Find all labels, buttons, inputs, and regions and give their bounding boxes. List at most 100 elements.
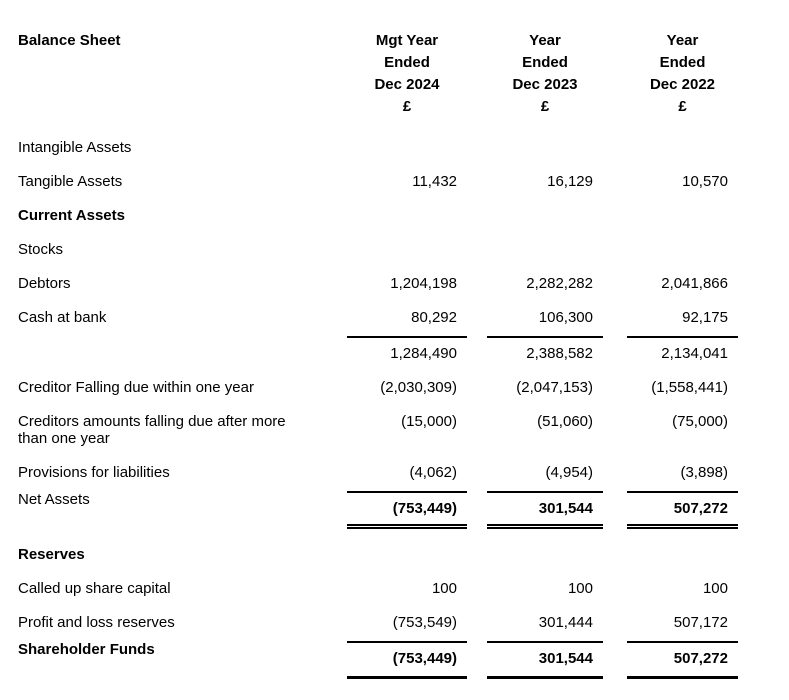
column-header-line: Dec 2024 — [374, 76, 440, 93]
value-cell: (753,449) — [347, 639, 467, 687]
column-header-line: Ended — [522, 54, 568, 71]
value-cell: 2,134,041 — [627, 334, 738, 370]
column-gap — [603, 266, 627, 300]
column-gap — [467, 130, 487, 164]
value-cell: (4,954) — [487, 455, 603, 489]
cell-value: 11,432 — [412, 173, 457, 190]
cell-value — [487, 241, 603, 258]
currency-symbol: £ — [402, 98, 412, 115]
column-header-line: Ended — [659, 54, 706, 71]
value-cell: (4,062) — [347, 455, 467, 489]
value-cell: 100 — [627, 571, 738, 605]
value-cell: 106,300 — [487, 300, 603, 334]
value-cell — [347, 232, 467, 266]
value-cell — [627, 537, 738, 571]
table-row: Reserves — [18, 537, 738, 571]
column-gap — [467, 370, 487, 404]
cell-value: 92,175 — [682, 309, 728, 326]
column-gap — [467, 198, 487, 232]
cell-value: 2,388,582 — [487, 336, 603, 362]
cell-value: (1,558,441) — [651, 379, 728, 396]
cell-value — [627, 241, 738, 258]
table-body: Intangible Assets Tangible Assets 11,432 16… — [18, 130, 738, 687]
cell-value: 100 — [567, 580, 593, 597]
column-gap — [603, 130, 627, 164]
column-gap — [603, 164, 627, 198]
table-row: 1,284,490 2,388,582 2,134,041 — [18, 334, 738, 370]
row-label: Stocks — [18, 241, 64, 258]
cell-value: 100 — [431, 580, 457, 597]
value-cell: (753,449) — [347, 489, 467, 537]
table-row: Stocks — [18, 232, 738, 266]
column-gap — [603, 198, 627, 232]
row-label: Tangible Assets — [18, 173, 123, 190]
column-gap — [603, 639, 627, 687]
column-header-line: Mgt Year — [375, 32, 439, 49]
value-cell: 2,388,582 — [487, 334, 603, 370]
cell-value: (75,000) — [672, 413, 728, 430]
cell-value — [627, 139, 738, 156]
column-gap — [603, 537, 627, 571]
currency-symbol: £ — [678, 98, 687, 115]
value-cell — [347, 537, 467, 571]
cell-value: 2,134,041 — [627, 336, 738, 362]
value-cell: 1,204,198 — [347, 266, 467, 300]
cell-value: (4,954) — [545, 464, 593, 481]
table-row: Shareholder Funds (753,449) 301,544 507,272 — [18, 639, 738, 687]
column-gap — [603, 605, 627, 639]
column-gap — [603, 455, 627, 489]
value-cell: (15,000) — [347, 404, 467, 455]
table-row: Creditors amounts falling due after more… — [18, 404, 738, 455]
cell-value: 301,444 — [538, 614, 593, 631]
value-cell — [347, 130, 467, 164]
cell-value: (2,030,309) — [380, 379, 457, 396]
cell-value — [627, 546, 738, 563]
table-row: Called up share capital 100 100 100 — [18, 571, 738, 605]
value-cell: 10,570 — [627, 164, 738, 198]
value-cell — [487, 198, 603, 232]
cell-value: 1,204,198 — [390, 275, 457, 292]
value-cell: 301,544 — [487, 489, 603, 537]
value-cell: 2,282,282 — [487, 266, 603, 300]
cell-value: 80,292 — [411, 309, 457, 326]
row-label: Profit and loss reserves — [18, 614, 175, 631]
value-cell: 301,544 — [487, 639, 603, 687]
cell-value: (753,449) — [347, 641, 467, 679]
cell-value: 1,284,490 — [347, 336, 467, 362]
value-cell: 80,292 — [347, 300, 467, 334]
value-cell: 11,432 — [347, 164, 467, 198]
column-gap — [603, 334, 627, 370]
column-gap — [467, 571, 487, 605]
cell-value — [487, 207, 603, 224]
column-gap — [603, 404, 627, 455]
value-cell: 92,175 — [627, 300, 738, 334]
value-cell: 1,284,490 — [347, 334, 467, 370]
column-gap — [467, 334, 487, 370]
value-cell — [487, 537, 603, 571]
table-row: Tangible Assets 11,432 16,129 10,570 — [18, 164, 738, 198]
cell-value: 16,129 — [547, 173, 593, 190]
value-cell: (753,549) — [347, 605, 467, 639]
table-row: Profit and loss reserves (753,549) 301,444… — [18, 605, 738, 639]
column-gap — [603, 300, 627, 334]
cell-value: (15,000) — [401, 413, 457, 430]
cell-value: (2,047,153) — [516, 379, 593, 396]
row-label: Reserves — [18, 546, 85, 563]
column-gap — [467, 266, 487, 300]
column-header-line: Year — [529, 32, 561, 49]
row-label: Shareholder Funds — [18, 641, 155, 658]
column-gap — [467, 455, 487, 489]
page-title: Balance Sheet — [18, 32, 121, 49]
value-cell: 100 — [487, 571, 603, 605]
table-row: Creditor Falling due within one year (2,0… — [18, 370, 738, 404]
value-cell: 16,129 — [487, 164, 603, 198]
cell-value: 10,570 — [682, 173, 728, 190]
column-gap — [467, 30, 487, 130]
column-gap — [467, 537, 487, 571]
column-gap — [603, 30, 627, 130]
column-header-year-2022: Year Ended Dec 2022 £ — [627, 30, 738, 130]
value-cell: 100 — [347, 571, 467, 605]
column-gap — [467, 639, 487, 687]
cell-value: (51,060) — [537, 413, 593, 430]
row-label: Current Assets — [18, 207, 125, 224]
